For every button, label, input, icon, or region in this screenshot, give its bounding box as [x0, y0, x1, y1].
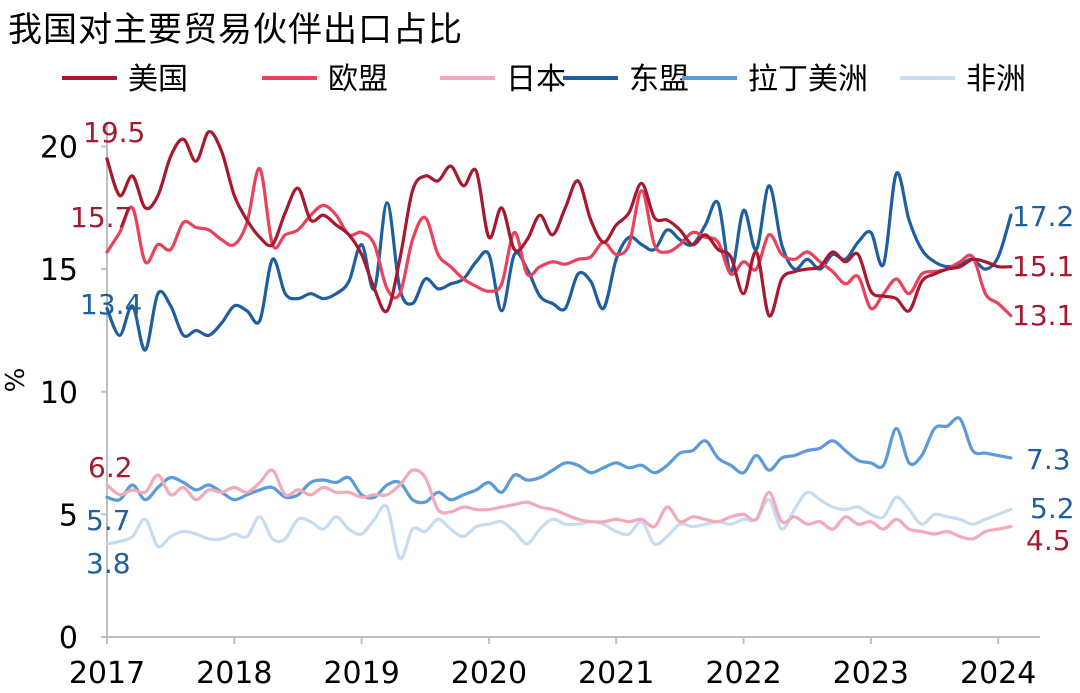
series-line-5	[105, 490, 1013, 561]
data-label: 13.4	[80, 288, 142, 321]
chart-title: 我国对主要贸易伙伴出口占比	[8, 10, 463, 50]
data-label: 15.1	[1012, 250, 1074, 283]
x-tick-label: 2023	[833, 656, 909, 691]
data-label: 15.7	[70, 201, 132, 234]
series-line-0	[105, 130, 1013, 318]
x-tick-label: 2018	[196, 656, 272, 691]
series-line-2	[105, 468, 1013, 541]
data-label: 4.5	[1026, 524, 1071, 557]
x-tick-label: 2024	[960, 656, 1036, 691]
data-label: 13.1	[1012, 299, 1074, 332]
data-label: 3.8	[86, 547, 131, 580]
data-label: 6.2	[88, 451, 133, 484]
legend-label: 日本	[506, 62, 566, 97]
legend-label: 拉丁美洲	[748, 62, 868, 97]
x-tick-label: 2022	[705, 656, 781, 691]
y-tick-label: 15	[40, 253, 78, 288]
y-tick-label: 20	[40, 131, 78, 166]
legend-label: 美国	[128, 62, 188, 97]
legend-label: 东盟	[629, 62, 689, 97]
y-tick-label: 5	[59, 498, 78, 533]
y-tick-label: 10	[40, 376, 78, 411]
x-tick-label: 2019	[323, 656, 399, 691]
y-axis-label: %	[1, 368, 31, 393]
legend-label: 非洲	[966, 62, 1026, 97]
x-tick-label: 2017	[69, 656, 145, 691]
data-label: 5.2	[1030, 492, 1075, 525]
series-line-4	[105, 416, 1013, 505]
data-label: 17.2	[1012, 200, 1074, 233]
x-tick-label: 2020	[451, 656, 527, 691]
data-label: 5.7	[86, 504, 131, 537]
y-tick-label: 0	[59, 621, 78, 656]
data-label: 19.5	[83, 116, 145, 149]
x-tick-label: 2021	[578, 656, 654, 691]
series-line-1	[105, 166, 1013, 318]
data-label: 7.3	[1026, 443, 1071, 476]
series-line-3	[105, 171, 1013, 352]
legend-label: 欧盟	[328, 62, 388, 97]
